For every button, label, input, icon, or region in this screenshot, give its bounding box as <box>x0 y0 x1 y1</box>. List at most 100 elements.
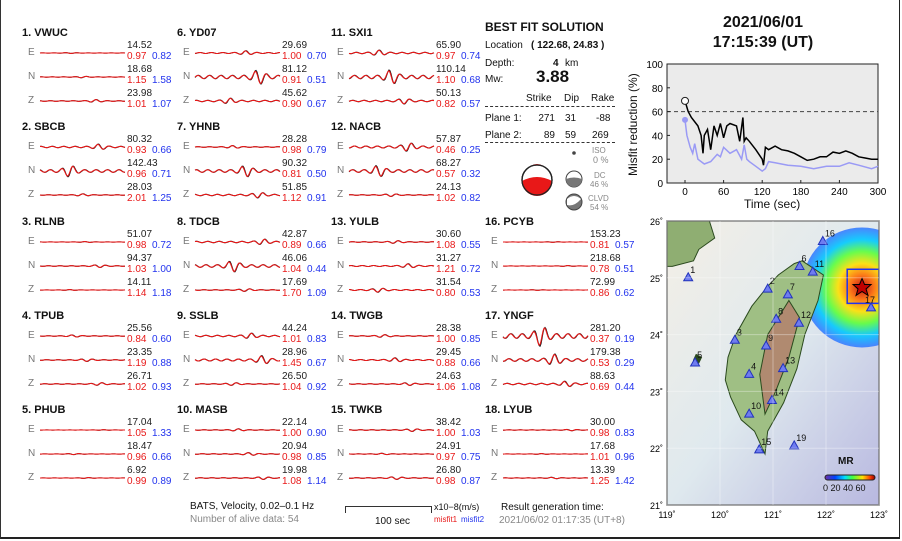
component-label: N <box>491 354 499 365</box>
misfit2-value: 0.60 <box>152 334 172 345</box>
peak-amplitude: 30.60 <box>436 229 462 240</box>
misfit2-value: 0.51 <box>615 264 635 275</box>
peak-amplitude: 28.28 <box>282 134 308 145</box>
misfit1-value: 0.91 <box>282 75 302 86</box>
misfit2-value: 0.66 <box>152 145 172 156</box>
misfit2-value: 0.85 <box>461 334 481 345</box>
header-dip: Dip <box>564 93 580 104</box>
station-name: 16. PCYB <box>485 216 534 228</box>
component-label: Z <box>28 378 35 389</box>
misfit1-value: 1.01 <box>282 334 302 345</box>
peak-amplitude: 17.69 <box>282 277 308 288</box>
misfit1-value: 0.80 <box>436 288 456 299</box>
component-label: Z <box>337 472 344 483</box>
station-name: 17. YNGF <box>485 310 534 322</box>
misfit2-value: 0.83 <box>615 428 635 439</box>
chart-xlabel: Time (sec) <box>744 197 801 211</box>
misfit2-value: 0.82 <box>152 51 172 62</box>
misfit1-value: 0.86 <box>590 288 610 299</box>
peak-amplitude: 26.80 <box>436 465 462 476</box>
component-label: N <box>28 260 36 271</box>
misfit2-value: 1.03 <box>461 428 481 439</box>
result-label: Result generation time: <box>501 502 604 513</box>
time-scale-label: 100 sec <box>375 516 411 527</box>
peak-amplitude: 13.39 <box>590 465 616 476</box>
clvd-value: 54 % <box>590 203 609 212</box>
misfit1-value: 0.84 <box>127 334 147 345</box>
misfit2-value: 0.75 <box>461 452 481 463</box>
best-misfit-label: 69.3 <box>670 74 700 91</box>
component-label: Z <box>337 378 344 389</box>
misfit1-value: 0.98 <box>282 145 302 156</box>
dc-value: 46 % <box>590 180 609 189</box>
station-name: 14. TWGB <box>331 310 383 322</box>
component-label: E <box>491 236 498 247</box>
station-name: 3. RLNB <box>22 216 65 228</box>
misfit1-value: 1.70 <box>282 288 302 299</box>
peak-amplitude: 18.68 <box>127 64 153 75</box>
component-label: N <box>183 448 191 459</box>
table-divider <box>485 142 615 143</box>
component-label: Z <box>28 284 35 295</box>
component-label: N <box>337 354 345 365</box>
peak-amplitude: 24.13 <box>436 182 462 193</box>
clvd-label: CLVD <box>588 194 609 203</box>
plane2-rake: 269 <box>592 130 609 141</box>
component-label: E <box>183 236 190 247</box>
misfit1-value: 2.01 <box>127 193 147 204</box>
component-label: E <box>183 47 190 58</box>
depth-label: Depth: <box>485 58 515 69</box>
misfit1-value: 1.03 <box>127 264 147 275</box>
peak-amplitude: 72.99 <box>590 277 616 288</box>
station-name: 10. MASB <box>177 404 228 416</box>
misfit1-value: 1.12 <box>282 193 302 204</box>
misfit2-value: 0.93 <box>152 382 172 393</box>
misfit2-value: 0.88 <box>152 358 172 369</box>
component-label: Z <box>28 189 35 200</box>
misfit2-value: 1.09 <box>307 288 327 299</box>
station-name: 2. SBCB <box>22 121 66 133</box>
misfit2-legend: misfit2 <box>461 515 485 524</box>
component-label: E <box>337 47 344 58</box>
misfit1-value: 0.90 <box>282 99 302 110</box>
misfit2-value: 0.79 <box>307 145 327 156</box>
misfit2-value: 1.18 <box>152 288 172 299</box>
misfit1-value: 1.06 <box>436 382 456 393</box>
component-label: E <box>28 141 35 152</box>
component-label: Z <box>491 472 498 483</box>
dc-label: DC <box>594 171 606 180</box>
component-label: E <box>28 236 35 247</box>
component-label: Z <box>28 472 35 483</box>
station-name: 4. TPUB <box>22 310 65 322</box>
misfit1-value: 0.78 <box>590 264 610 275</box>
peak-amplitude: 28.03 <box>127 182 153 193</box>
component-label: Z <box>337 95 344 106</box>
misfit2-value: 0.57 <box>461 99 481 110</box>
misfit1-value: 1.01 <box>127 99 147 110</box>
misfit2-value: 0.70 <box>307 51 327 62</box>
peak-amplitude: 179.38 <box>590 347 621 358</box>
component-label: Z <box>183 189 190 200</box>
misfit1-value: 0.93 <box>127 145 147 156</box>
peak-amplitude: 17.68 <box>590 441 616 452</box>
network-info: BATS, Velocity, 0.02–0.1 Hz <box>190 501 315 512</box>
misfit2-value: 0.57 <box>615 240 635 251</box>
misfit1-value: 0.97 <box>127 51 147 62</box>
event-time: 17:15:39 (UT) <box>712 34 814 51</box>
misfit1-value: 1.02 <box>127 382 147 393</box>
component-label: E <box>28 330 35 341</box>
plane2-dip: 59 <box>565 130 577 141</box>
misfit2-value: 1.42 <box>615 476 635 487</box>
misfit1-value: 1.00 <box>282 51 302 62</box>
header-strike: Strike <box>526 93 552 104</box>
misfit2-value: 0.71 <box>152 169 172 180</box>
misfit2-value: 0.96 <box>615 452 635 463</box>
component-label: N <box>337 165 345 176</box>
component-label: N <box>491 448 499 459</box>
component-label: N <box>337 448 345 459</box>
misfit2-value: 0.50 <box>307 169 327 180</box>
plane1-rake: -88 <box>596 113 611 124</box>
component-label: N <box>183 260 191 271</box>
misfit2-value: 0.82 <box>461 193 481 204</box>
peak-amplitude: 65.90 <box>436 40 462 51</box>
